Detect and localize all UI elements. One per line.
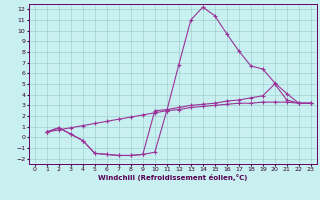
X-axis label: Windchill (Refroidissement éolien,°C): Windchill (Refroidissement éolien,°C) (98, 174, 247, 181)
